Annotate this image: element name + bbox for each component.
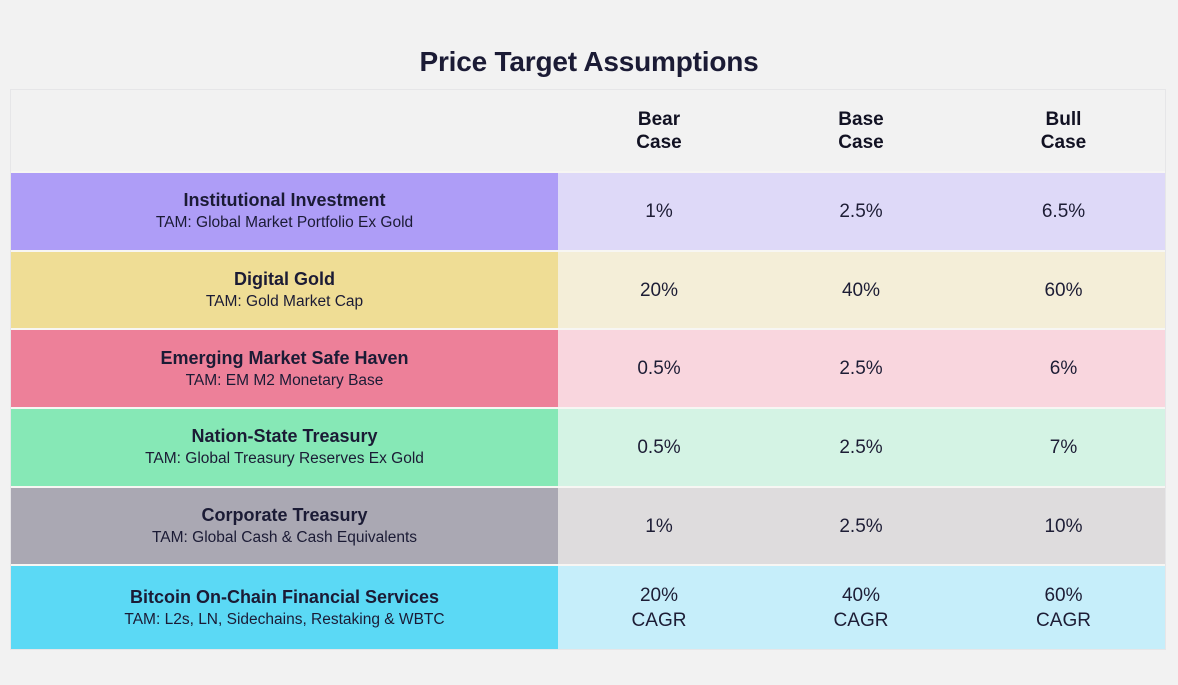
cell-value: 40%	[841, 584, 881, 606]
row-title: Bitcoin On-Chain Financial Services	[129, 586, 440, 607]
row-label-bitcoin-on-chain-financial-services: Bitcoin On-Chain Financial Services TAM:…	[11, 564, 558, 649]
cell-bull-corporate-treasury: 10%	[962, 485, 1165, 566]
row-label-institutional-investment: Institutional Investment TAM: Global Mar…	[11, 171, 558, 251]
header-cell-bull-case: Bull Case	[962, 90, 1165, 172]
cell-base-bitcoin-on-chain-financial-services: 40% CAGR	[760, 564, 962, 649]
cell-base-emerging-market-safe-haven: 2.5%	[760, 328, 962, 409]
table-row: Nation-State Treasury TAM: Global Treasu…	[11, 407, 1165, 487]
cell-value: 2.5%	[839, 200, 883, 222]
cell-bull-emerging-market-safe-haven: 6%	[962, 328, 1165, 409]
cell-value: 2.5%	[839, 515, 883, 537]
cell-base-institutional-investment: 2.5%	[760, 171, 962, 251]
cell-value: 2.5%	[839, 358, 883, 380]
cell-value: 60%	[1044, 279, 1083, 301]
cell-value: 10%	[1044, 515, 1083, 537]
row-label-corporate-treasury: Corporate Treasury TAM: Global Cash & Ca…	[11, 485, 558, 566]
cell-bull-bitcoin-on-chain-financial-services: 60% CAGR	[962, 564, 1165, 649]
cell-bear-emerging-market-safe-haven: 0.5%	[558, 328, 760, 409]
table-row: Corporate Treasury TAM: Global Cash & Ca…	[11, 485, 1165, 566]
cell-value: 7%	[1049, 436, 1078, 458]
cell-value: 40%	[841, 279, 881, 301]
row-subtitle: TAM: EM M2 Monetary Base	[185, 371, 384, 389]
cell-value: 1%	[645, 515, 673, 537]
row-title: Corporate Treasury	[201, 505, 368, 526]
row-label-digital-gold: Digital Gold TAM: Gold Market Cap	[11, 249, 558, 330]
cell-bear-digital-gold: 20%	[558, 249, 760, 330]
cell-value: 0.5%	[637, 436, 681, 458]
cell-base-nation-state-treasury: 2.5%	[760, 407, 962, 487]
cell-value-unit: CAGR	[631, 609, 687, 631]
row-label-emerging-market-safe-haven: Emerging Market Safe Haven TAM: EM M2 Mo…	[11, 328, 558, 409]
row-subtitle: TAM: Global Treasury Reserves Ex Gold	[145, 450, 424, 468]
header-bull-line1: Bull	[1045, 108, 1082, 130]
cell-value: 0.5%	[637, 358, 681, 380]
table-header: Bear Case Base Case Bull Case	[11, 90, 1165, 172]
header-base-line2: Case	[838, 131, 884, 153]
row-subtitle: TAM: Gold Market Cap	[205, 293, 364, 310]
cell-value: 6%	[1049, 358, 1078, 380]
cell-bear-nation-state-treasury: 0.5%	[558, 407, 760, 487]
row-subtitle: TAM: Global Cash & Cash Equivalents	[151, 529, 418, 547]
row-title: Digital Gold	[234, 269, 335, 289]
table-header-row: Bear Case Base Case Bull Case	[11, 90, 1165, 172]
page-title: Price Target Assumptions	[419, 45, 759, 77]
header-cell-base-case: Base Case	[760, 90, 962, 172]
header-base-line1: Base	[838, 108, 884, 130]
header-bear-line2: Case	[636, 131, 682, 153]
assumptions-table-container: Bear Case Base Case Bull Case Institutio…	[10, 89, 1166, 650]
cell-bear-bitcoin-on-chain-financial-services: 20% CAGR	[558, 564, 760, 649]
cell-value: 2.5%	[839, 436, 883, 458]
header-cell-bear-case: Bear Case	[558, 90, 760, 172]
header-bear-line1: Bear	[637, 108, 681, 130]
row-label-nation-state-treasury: Nation-State Treasury TAM: Global Treasu…	[11, 407, 558, 487]
table-row: Bitcoin On-Chain Financial Services TAM:…	[11, 564, 1165, 649]
row-title: Nation-State Treasury	[191, 426, 378, 447]
table-row: Digital Gold TAM: Gold Market Cap 20% 40…	[11, 249, 1165, 330]
table-row: Institutional Investment TAM: Global Mar…	[11, 171, 1165, 251]
cell-bull-nation-state-treasury: 7%	[962, 407, 1165, 487]
cell-value: 6.5%	[1041, 200, 1086, 222]
cell-bull-digital-gold: 60%	[962, 249, 1165, 330]
header-bull-line2: Case	[1040, 131, 1087, 153]
table-row: Emerging Market Safe Haven TAM: EM M2 Mo…	[11, 328, 1165, 409]
cell-value-unit: CAGR	[833, 609, 889, 631]
cell-bull-institutional-investment: 6.5%	[962, 171, 1165, 251]
cell-value: 20%	[639, 279, 679, 301]
cell-base-digital-gold: 40%	[760, 249, 962, 330]
price-target-assumptions-table: Bear Case Base Case Bull Case Institutio…	[11, 90, 1165, 649]
cell-value-unit: CAGR	[1036, 609, 1091, 631]
header-cell-label-column	[11, 90, 558, 172]
row-title: Emerging Market Safe Haven	[160, 347, 409, 368]
cell-bear-institutional-investment: 1%	[558, 171, 760, 251]
table-body: Institutional Investment TAM: Global Mar…	[11, 171, 1165, 649]
row-title: Institutional Investment	[183, 190, 386, 211]
cell-bear-corporate-treasury: 1%	[558, 485, 760, 566]
cell-value: 1%	[645, 200, 673, 222]
row-subtitle: TAM: Global Market Portfolio Ex Gold	[155, 214, 414, 232]
cell-value: 60%	[1044, 584, 1083, 606]
cell-value: 20%	[639, 584, 679, 606]
row-subtitle: TAM: L2s, LN, Sidechains, Restaking & WB…	[124, 610, 445, 628]
cell-base-corporate-treasury: 2.5%	[760, 485, 962, 566]
